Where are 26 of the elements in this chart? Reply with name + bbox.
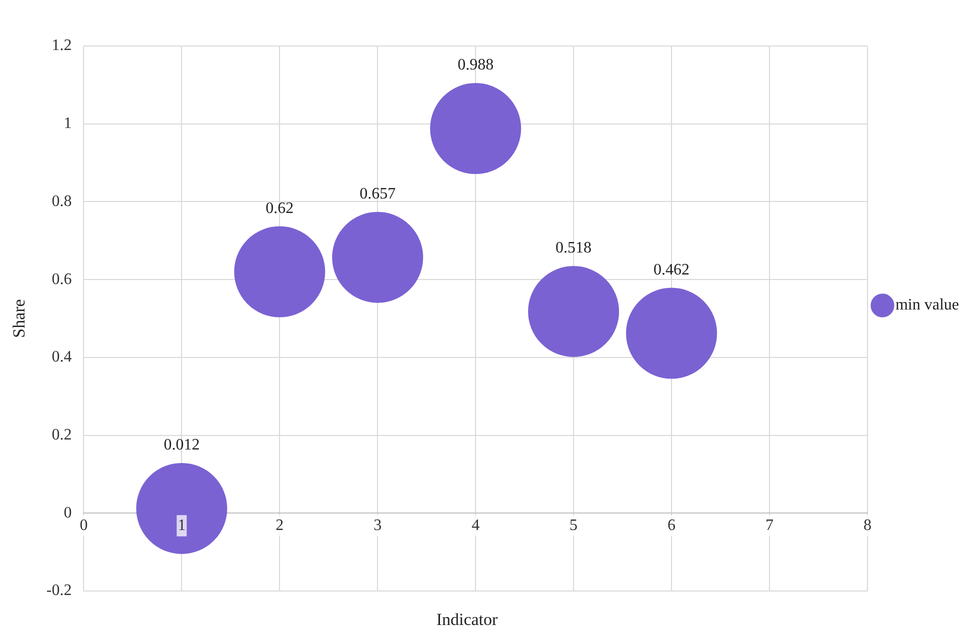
y-axis-title: Share: [10, 299, 29, 338]
data-label: 0.012: [164, 436, 200, 454]
y-tick-label: 0: [64, 504, 72, 522]
x-axis-title: Indicator: [435, 610, 499, 630]
x-tick-label: 1: [178, 516, 186, 534]
data-label: 0.462: [654, 261, 690, 278]
y-tick-label: 0.8: [52, 192, 72, 210]
legend-label: min value: [895, 296, 960, 314]
data-label: 0.518: [556, 239, 592, 256]
x-tick-label: 6: [668, 516, 676, 534]
data-label: 0.657: [360, 185, 396, 202]
x-tick-label: 3: [374, 516, 382, 534]
data-label: 0.62: [266, 200, 294, 217]
y-tick-label: 0.4: [52, 348, 72, 366]
data-label: 0.988: [458, 56, 494, 74]
y-tick-label: -0.2: [46, 582, 72, 600]
x-tick-label: 4: [472, 516, 480, 534]
y-tick-label: 1: [64, 115, 72, 132]
x-tick-label: 5: [570, 516, 578, 534]
x-tick-label: 7: [765, 516, 774, 534]
y-tick-label: 0.2: [52, 426, 72, 444]
y-tick-label: 0.6: [52, 270, 72, 288]
x-tick-label: 8: [863, 516, 872, 534]
y-tick-label: 1.2: [52, 37, 72, 54]
x-tick-label: 0: [80, 516, 88, 534]
x-tick-label: 2: [276, 516, 284, 534]
